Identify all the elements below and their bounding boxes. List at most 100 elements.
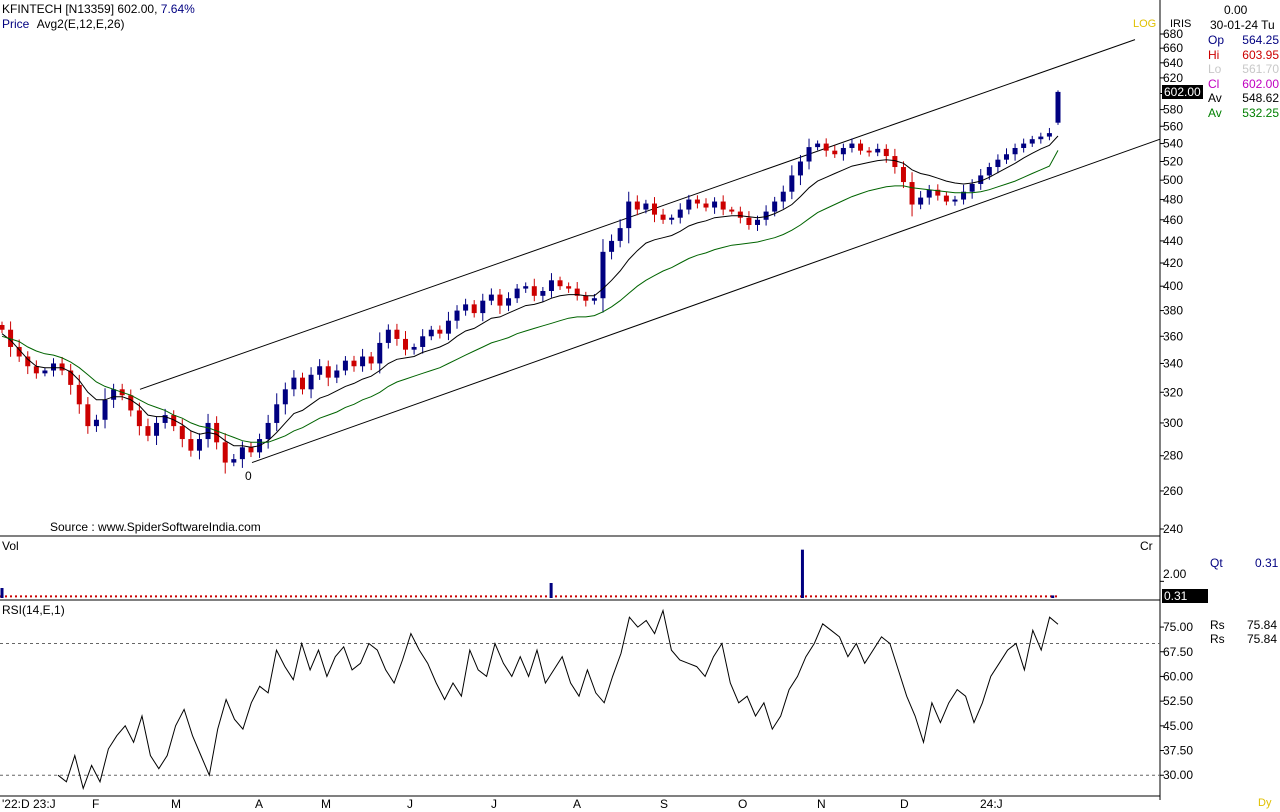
candle-body	[222, 442, 228, 463]
candle-body	[282, 389, 288, 405]
candle-body	[51, 363, 57, 371]
avg-12-line	[1, 135, 1059, 448]
candle-body	[368, 356, 374, 364]
price-layer: 0	[0, 39, 1161, 483]
price-tick-label: 280	[1163, 449, 1183, 463]
qt-value: 0.31	[1255, 556, 1279, 570]
candle-body	[832, 150, 838, 155]
candle-body	[943, 195, 949, 202]
time-axis-label: A	[255, 797, 263, 811]
candle-body	[797, 161, 803, 176]
candle-body	[68, 370, 74, 385]
candle-body	[102, 399, 108, 420]
annotation-label: 0	[245, 469, 252, 483]
candle-body	[952, 199, 958, 202]
price-tick-label: 620	[1163, 71, 1183, 85]
candle-body	[231, 459, 237, 463]
candle-body	[780, 191, 786, 202]
candle-body	[1003, 154, 1009, 160]
candle-body	[935, 189, 941, 196]
candle-body	[591, 298, 597, 301]
candle-body	[643, 203, 649, 210]
candle-body	[677, 209, 683, 218]
candle-body	[729, 209, 735, 212]
candle-body	[394, 329, 400, 339]
price-tick-label: 320	[1163, 385, 1183, 399]
info-date: 30-01-24 Tu	[1210, 18, 1275, 32]
candle-body	[128, 395, 134, 411]
candle-body	[239, 447, 245, 460]
candle-body	[883, 148, 889, 157]
avg-indicator-label: Avg2(E,12,E,26)	[36, 17, 125, 31]
candle-body	[523, 286, 529, 289]
candle-body	[789, 175, 795, 192]
candle-body	[471, 304, 477, 314]
candle-body	[583, 295, 589, 301]
rs-value-2: 75.84	[1247, 632, 1278, 646]
candle-body	[377, 342, 383, 364]
candle-body	[111, 389, 117, 400]
candle-body	[557, 280, 563, 287]
chart-title: KFINTECH [N13359] 602.00, 7.64%	[2, 2, 195, 16]
candle-body	[660, 214, 666, 220]
candle-body	[720, 201, 726, 210]
time-axis-label: S	[660, 797, 668, 811]
info-value: 532.25	[1242, 105, 1279, 120]
volume-value-tag: 0.31	[1162, 589, 1208, 603]
candle-body	[42, 370, 48, 374]
candle-body	[497, 294, 503, 306]
info-key: Cl	[1208, 76, 1220, 91]
avg-26-line	[1, 150, 1059, 443]
candle-body	[403, 338, 409, 350]
candle-body	[961, 191, 967, 200]
candle-body	[145, 426, 151, 436]
info-top-value: 0.00	[1224, 3, 1248, 17]
candle-body	[59, 363, 65, 371]
volume-tick-label: 2.00	[1163, 567, 1187, 581]
candle-body	[866, 150, 872, 153]
volume-label: Vol	[2, 539, 19, 553]
price-tick-label: 260	[1163, 484, 1183, 498]
price-tick-label: 300	[1163, 416, 1183, 430]
time-axis-label: N	[817, 797, 826, 811]
candle-body	[463, 304, 469, 311]
candle-body	[617, 228, 623, 241]
candle-body	[566, 286, 572, 289]
candle-body	[480, 300, 486, 314]
price-tick-label: 340	[1163, 356, 1183, 370]
candle-body	[1021, 143, 1027, 148]
time-axis-label: '22:D 23:J	[2, 797, 56, 811]
price-tick-label: 460	[1163, 213, 1183, 227]
price-tick-label: 240	[1163, 522, 1183, 536]
candle-body	[334, 370, 340, 378]
candle-body	[600, 251, 606, 299]
candle-body	[514, 288, 520, 299]
candle-body	[892, 156, 898, 168]
candle-body	[291, 377, 297, 390]
candle-body	[16, 346, 22, 357]
price-tag: 602.00	[1162, 85, 1203, 99]
candle-body	[428, 329, 434, 337]
candle-body	[926, 189, 932, 198]
candle-body	[317, 366, 323, 375]
candle-body	[33, 366, 39, 374]
time-axis-label: F	[92, 797, 99, 811]
candle-body	[737, 211, 743, 218]
candle-body	[694, 199, 700, 204]
candle-body	[420, 336, 426, 347]
info-value: 603.95	[1242, 47, 1279, 62]
candle-body	[360, 356, 366, 367]
price-tick-label: 520	[1163, 155, 1183, 169]
time-axis-label: A	[573, 797, 581, 811]
info-value: 561.70	[1242, 62, 1279, 76]
price-tick-label: 400	[1163, 279, 1183, 293]
candle-body	[325, 366, 331, 378]
rsi-tick-label: 75.00	[1163, 620, 1193, 634]
price-tick-label: 560	[1163, 119, 1183, 133]
candle-body	[763, 211, 769, 220]
candle-body	[540, 290, 546, 296]
info-key: Op	[1208, 33, 1225, 47]
price-tick-label: 680	[1163, 27, 1183, 41]
candle-body	[454, 310, 460, 321]
info-key: Av	[1208, 105, 1222, 120]
